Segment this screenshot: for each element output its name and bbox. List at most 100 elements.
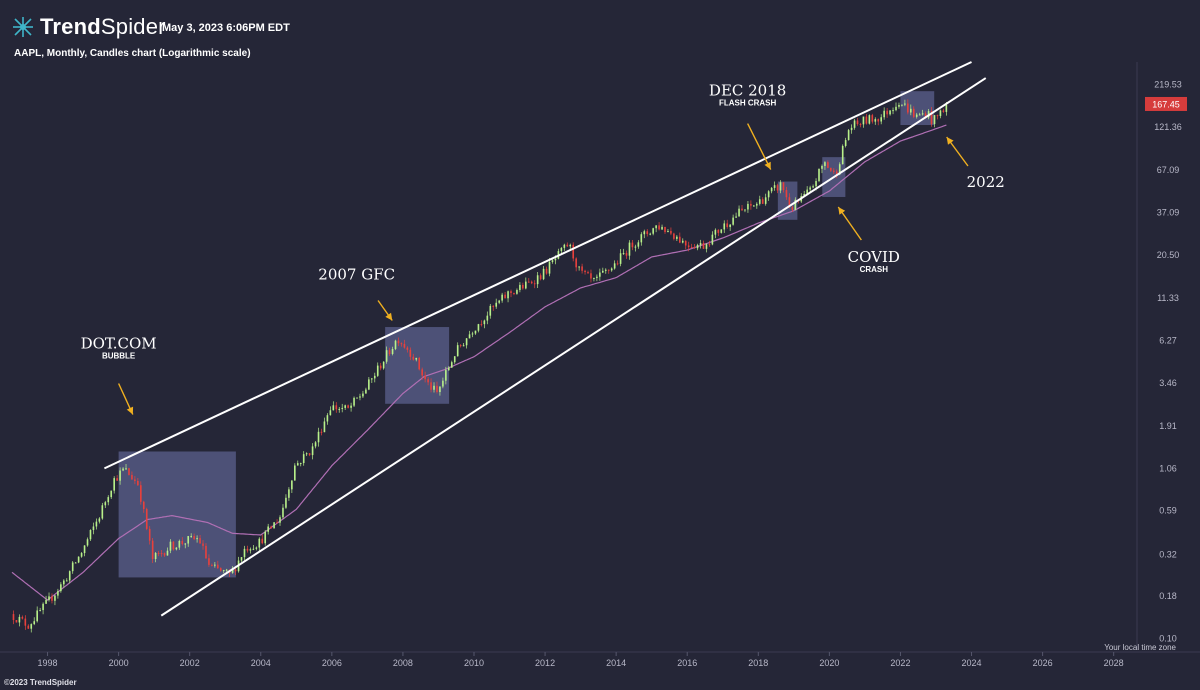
timezone-label[interactable]: Your local time zone bbox=[1104, 643, 1176, 652]
highlight-box-dot-com-bubble bbox=[118, 451, 236, 578]
candle-body bbox=[578, 266, 580, 268]
candle bbox=[581, 263, 583, 274]
candle bbox=[406, 346, 409, 353]
candle bbox=[628, 240, 631, 260]
candle-body bbox=[942, 110, 945, 112]
candle-body bbox=[217, 564, 219, 569]
candle bbox=[930, 107, 933, 127]
candle-body bbox=[415, 357, 418, 360]
candle bbox=[883, 107, 885, 120]
candle-body bbox=[214, 564, 216, 566]
candle bbox=[243, 545, 246, 561]
candle-body bbox=[151, 540, 154, 560]
candle-body bbox=[563, 244, 566, 248]
candle bbox=[92, 522, 95, 535]
candle bbox=[445, 366, 447, 385]
candle-body bbox=[305, 453, 308, 455]
candle bbox=[661, 224, 663, 231]
candle bbox=[868, 114, 871, 125]
candle-body bbox=[15, 619, 18, 623]
candle-body bbox=[276, 522, 278, 524]
candle bbox=[305, 452, 308, 457]
candle bbox=[859, 122, 862, 128]
candle bbox=[536, 272, 539, 289]
candle-body bbox=[853, 120, 856, 128]
candle-body bbox=[729, 224, 731, 227]
brand-name: TrendSpider bbox=[40, 14, 166, 40]
candle bbox=[616, 260, 619, 266]
candle-body bbox=[921, 113, 924, 115]
candle-body bbox=[462, 345, 465, 347]
candle bbox=[501, 292, 503, 303]
trendspider-logo[interactable]: TrendSpider bbox=[12, 14, 166, 40]
candle bbox=[827, 160, 829, 169]
candle bbox=[468, 330, 471, 339]
candle bbox=[575, 257, 577, 272]
candle bbox=[841, 144, 844, 165]
candle bbox=[385, 346, 388, 364]
candle bbox=[208, 554, 210, 567]
candle-body bbox=[439, 386, 441, 393]
candle-body bbox=[770, 187, 773, 192]
candle bbox=[249, 547, 252, 554]
candle-body bbox=[788, 197, 791, 208]
candle-body bbox=[412, 356, 415, 360]
candle-body bbox=[619, 253, 622, 264]
candle bbox=[403, 339, 406, 349]
candle-body bbox=[637, 242, 640, 247]
candle bbox=[246, 545, 249, 553]
candle-body bbox=[910, 108, 912, 113]
candle-body bbox=[48, 596, 50, 600]
x-tick-label: 1998 bbox=[38, 658, 58, 668]
last-price-box bbox=[1145, 96, 1187, 111]
candle-body bbox=[344, 405, 346, 408]
candle-body bbox=[912, 108, 915, 117]
annotation-title: COVID bbox=[848, 248, 900, 266]
candle bbox=[27, 624, 30, 629]
candle bbox=[57, 588, 59, 599]
candle bbox=[936, 114, 939, 120]
candle bbox=[912, 106, 915, 119]
candle bbox=[507, 290, 509, 303]
y-tick-label: 67.09 bbox=[1157, 165, 1180, 175]
candle bbox=[516, 288, 518, 295]
candle-body bbox=[465, 338, 468, 346]
candle bbox=[735, 212, 737, 219]
candle bbox=[388, 347, 391, 356]
candle-body bbox=[448, 367, 450, 371]
candle bbox=[699, 239, 702, 249]
candle bbox=[539, 273, 542, 281]
candle bbox=[379, 362, 382, 371]
candle bbox=[599, 268, 601, 281]
candle-body bbox=[477, 324, 480, 331]
candle bbox=[276, 519, 278, 524]
candle-body bbox=[776, 185, 779, 191]
candle-body bbox=[326, 415, 329, 422]
candle-body bbox=[566, 244, 569, 247]
candle-body bbox=[602, 270, 604, 273]
candle bbox=[128, 467, 130, 476]
candle bbox=[142, 500, 145, 513]
candle bbox=[199, 534, 201, 544]
candle-body bbox=[785, 190, 788, 198]
candle-body bbox=[89, 530, 92, 540]
annotation-subtitle: BUBBLE bbox=[102, 351, 136, 360]
candle-body bbox=[314, 442, 317, 447]
candle bbox=[525, 277, 527, 290]
candle bbox=[285, 494, 287, 509]
candle bbox=[107, 495, 110, 506]
candle-body bbox=[202, 543, 204, 546]
candle-body bbox=[519, 284, 521, 291]
candle-body bbox=[388, 350, 391, 354]
y-tick-label: 219.53 bbox=[1154, 79, 1182, 89]
annotation-title: 2022 bbox=[967, 173, 1005, 191]
candle bbox=[83, 545, 86, 557]
candle-body bbox=[684, 240, 687, 246]
candle bbox=[667, 228, 669, 233]
candle bbox=[15, 619, 18, 623]
candle-body bbox=[433, 385, 435, 390]
candle-body bbox=[690, 247, 693, 249]
candle bbox=[68, 570, 71, 584]
candle bbox=[36, 606, 38, 623]
